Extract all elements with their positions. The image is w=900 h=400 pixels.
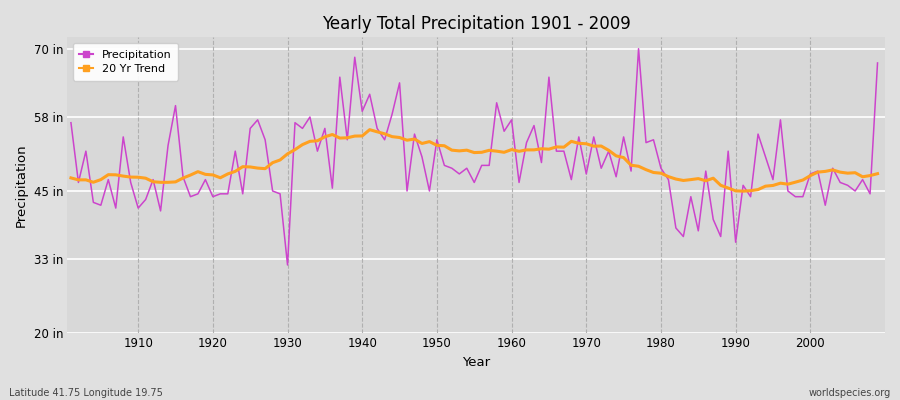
Precipitation: [603, 149, 614, 154]
20 Yr Trend: [335, 136, 346, 140]
20 Yr Trend: [66, 176, 77, 180]
Title: Yearly Total Precipitation 1901 - 2009: Yearly Total Precipitation 1901 - 2009: [321, 15, 631, 33]
Precipitation: [297, 126, 308, 131]
20 Yr Trend: [364, 127, 375, 132]
Precipitation: [872, 60, 883, 65]
20 Yr Trend: [514, 149, 525, 154]
X-axis label: Year: Year: [462, 356, 490, 369]
Precipitation: [125, 180, 136, 185]
20 Yr Trend: [603, 148, 614, 153]
Legend: Precipitation, 20 Yr Trend: Precipitation, 20 Yr Trend: [73, 43, 178, 81]
Text: worldspecies.org: worldspecies.org: [809, 388, 891, 398]
Text: Latitude 41.75 Longitude 19.75: Latitude 41.75 Longitude 19.75: [9, 388, 163, 398]
20 Yr Trend: [872, 171, 883, 176]
Precipitation: [66, 120, 77, 125]
Precipitation: [282, 262, 292, 267]
Line: 20 Yr Trend: 20 Yr Trend: [71, 130, 878, 191]
20 Yr Trend: [290, 147, 301, 152]
20 Yr Trend: [506, 147, 517, 152]
Precipitation: [506, 118, 517, 122]
Y-axis label: Precipitation: Precipitation: [15, 144, 28, 227]
Precipitation: [514, 180, 525, 185]
Precipitation: [633, 46, 643, 51]
Line: Precipitation: Precipitation: [71, 49, 878, 265]
Precipitation: [342, 137, 353, 142]
20 Yr Trend: [738, 189, 749, 194]
20 Yr Trend: [125, 175, 136, 180]
